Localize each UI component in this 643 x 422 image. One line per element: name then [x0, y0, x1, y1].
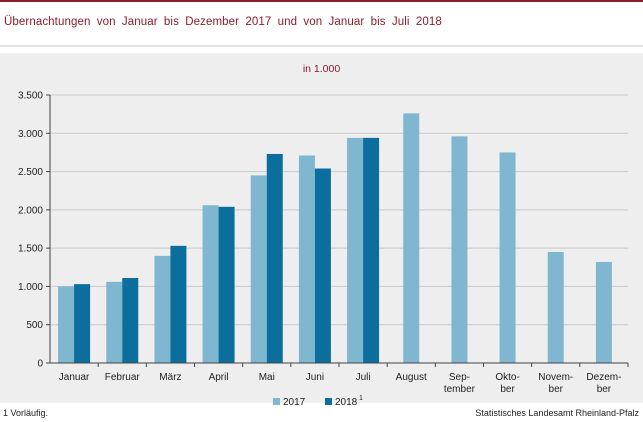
- bar-2017: [403, 113, 420, 364]
- x-tick-label: August: [396, 372, 427, 383]
- x-tick-label: Juli: [356, 372, 371, 383]
- bar-2017: [202, 205, 219, 363]
- bar-2018: [122, 278, 139, 363]
- y-tick-labels: 0 500 1.000 1.500 2.000 2.500 3.000 3.500: [18, 91, 43, 370]
- x-tick-label: Sep-tember: [444, 372, 476, 395]
- grid-lines: [50, 94, 628, 326]
- x-tick-label: Juni: [306, 372, 324, 383]
- bar-2017: [547, 251, 564, 363]
- bar-2018: [266, 153, 283, 363]
- bar-2017: [106, 281, 123, 363]
- bar-2017: [451, 136, 468, 363]
- x-tick-label: März: [159, 372, 181, 383]
- bar-2018: [170, 245, 187, 363]
- bar-2018: [363, 137, 380, 363]
- x-tick-label: April: [209, 372, 229, 383]
- unit-label: in 1.000: [302, 63, 341, 75]
- y-tick-label: 500: [26, 320, 43, 331]
- y-tick-label: 3.000: [18, 129, 43, 140]
- legend-label-2018: 2018: [335, 397, 358, 408]
- bar-2017: [595, 261, 612, 363]
- bar-2018: [218, 206, 235, 363]
- legend-superscript: 1: [359, 395, 363, 402]
- x-tick-label: Okto-ber: [495, 372, 519, 395]
- bar-2018: [74, 284, 91, 363]
- y-tick-label: 1.500: [18, 244, 43, 255]
- bar-2017: [250, 175, 267, 363]
- x-tick-label: Dezem-ber: [586, 372, 621, 395]
- y-tick-label: 2.500: [18, 167, 43, 178]
- y-tick-label: 0: [37, 359, 43, 370]
- top-accent-line: [0, 0, 643, 2]
- footnote: 1 Vorläufig.: [3, 408, 49, 418]
- bar-2017: [58, 286, 75, 363]
- bar-2017: [298, 155, 315, 363]
- title-separator: [0, 45, 643, 47]
- page-title: Übernachtungen von Januar bis Dezember 2…: [4, 16, 442, 28]
- axes: [46, 94, 629, 367]
- x-tick-label: Mai: [259, 372, 275, 383]
- bar-2017: [347, 137, 364, 363]
- y-tick-label: 3.500: [18, 91, 43, 102]
- x-tick-label: Februar: [105, 372, 141, 383]
- bar-2018: [314, 168, 331, 363]
- legend-swatch-2018: [325, 398, 332, 405]
- legend-swatch-2017: [273, 398, 280, 405]
- y-tick-label: 1.000: [18, 282, 43, 293]
- bars: [58, 113, 612, 364]
- y-tick-label: 2.000: [18, 205, 43, 216]
- x-tick-label: Novem-ber: [538, 372, 573, 395]
- legend: 2017 2018 1: [273, 395, 363, 408]
- source-credit: Statistisches Landesamt Rheinland-Pfalz: [475, 408, 639, 418]
- x-tick-labels: Januar Februar März April Mai Juni Juli August S…: [59, 372, 622, 395]
- bar-2017: [499, 152, 516, 363]
- x-tick-label: Januar: [59, 372, 90, 383]
- bar-2017: [154, 255, 171, 363]
- legend-label-2017: 2017: [283, 397, 306, 408]
